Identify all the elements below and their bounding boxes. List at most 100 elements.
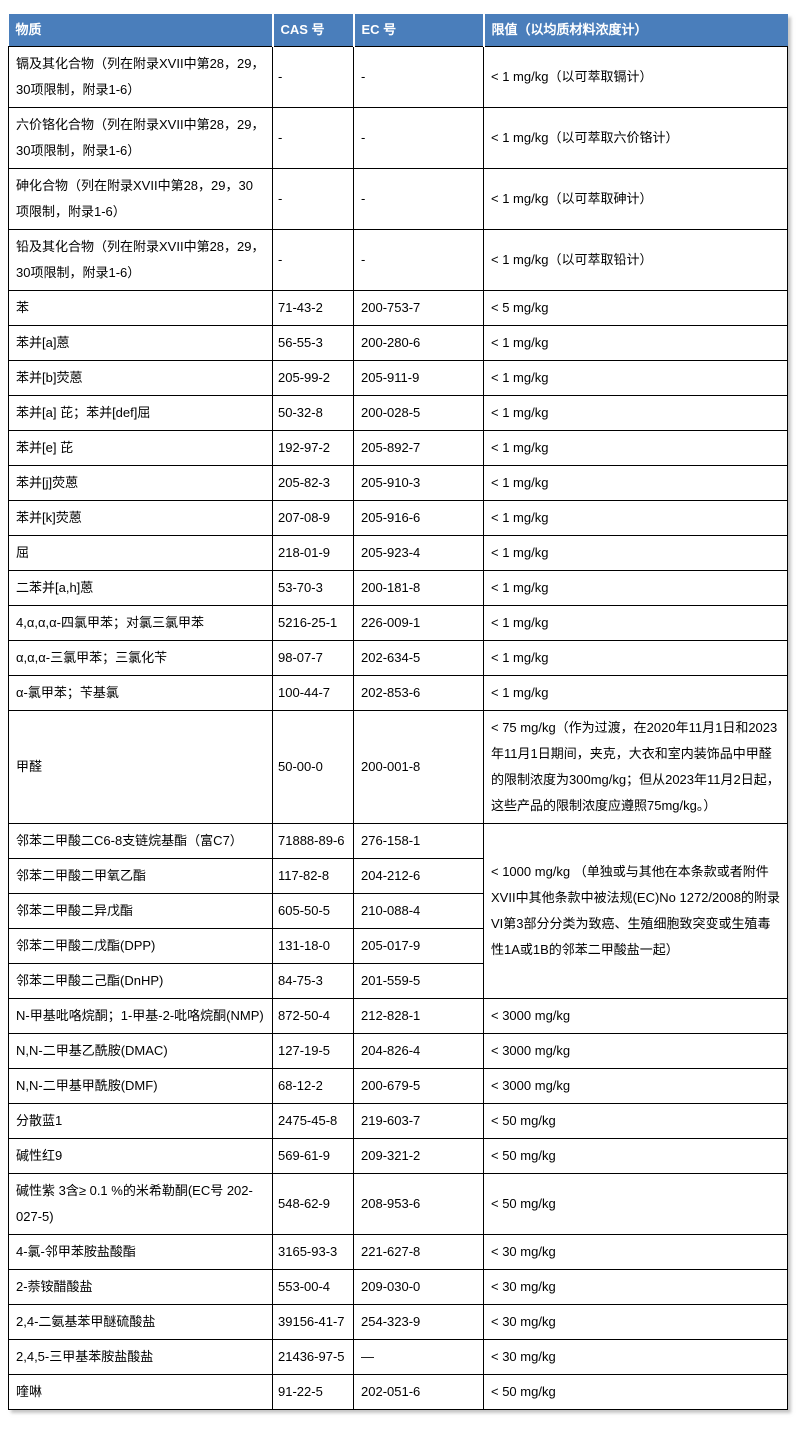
ec-cell: 210-088-4	[353, 893, 484, 929]
cas-cell: 84-75-3	[272, 963, 354, 999]
substance-cell: 苯并[j]荧蒽	[8, 465, 273, 501]
cas-cell: -	[272, 107, 354, 169]
substance-cell: 苯	[8, 290, 273, 326]
column-header-cas: CAS 号	[271, 14, 354, 47]
substance-cell: 二苯并[a,h]蒽	[8, 570, 273, 606]
substance-cell: 镉及其化合物（列在附录XVII中第28，29，30项限制，附录1-6）	[8, 46, 273, 108]
limit-cell: < 50 mg/kg	[483, 1374, 788, 1410]
cas-cell: -	[272, 46, 354, 108]
ec-cell: 205-916-6	[353, 500, 484, 536]
limit-cell: < 30 mg/kg	[483, 1269, 788, 1305]
substances-table: 物质 CAS 号 EC 号 限值（以均质材料浓度计） 镉及其化合物（列在附录XV…	[8, 14, 788, 1410]
table-row: 苯 71-43-2 200-753-7 < 5 mg/kg	[8, 290, 788, 326]
table-row: 苯并[k]荧蒽 207-08-9 205-916-6 < 1 mg/kg	[8, 500, 788, 536]
ec-cell: 202-051-6	[353, 1374, 484, 1410]
limit-cell: < 1 mg/kg	[483, 430, 788, 466]
ec-cell: 205-892-7	[353, 430, 484, 466]
cas-cell: -	[272, 168, 354, 230]
table-row: 分散蓝1 2475-45-8 219-603-7 < 50 mg/kg	[8, 1103, 788, 1139]
ec-cell: 254-323-9	[353, 1304, 484, 1340]
table-row: 邻苯二甲酸二戊酯(DPP) 131-18-0 205-017-9	[8, 928, 788, 964]
table-row: 六价铬化合物（列在附录XVII中第28，29，30项限制，附录1-6） - - < 1…	[8, 107, 788, 169]
table-row: 甲醛 50-00-0 200-001-8 < 75 mg/kg（作为过渡，在2020年…	[8, 710, 788, 824]
table-row: 邻苯二甲酸二己酯(DnHP) 84-75-3 201-559-5	[8, 963, 788, 999]
limit-cell: < 1 mg/kg	[483, 535, 788, 571]
substance-table-body: 镉及其化合物（列在附录XVII中第28，29，30项限制，附录1-6） - - < 1…	[8, 46, 788, 1410]
substance-cell: 甲醛	[8, 710, 273, 824]
cas-cell: 39156-41-7	[272, 1304, 354, 1340]
limit-cell: < 1 mg/kg	[483, 605, 788, 641]
cas-cell: 100-44-7	[272, 675, 354, 711]
table-row: 喹啉 91-22-5 202-051-6 < 50 mg/kg	[8, 1374, 788, 1410]
column-header-ec: EC 号	[352, 14, 484, 47]
ec-cell: 209-321-2	[353, 1138, 484, 1174]
cas-cell: 68-12-2	[272, 1068, 354, 1104]
cas-cell: 205-99-2	[272, 360, 354, 396]
limit-cell: < 30 mg/kg	[483, 1339, 788, 1375]
cas-cell: 50-32-8	[272, 395, 354, 431]
ec-cell: -	[353, 46, 484, 108]
ec-cell: 200-028-5	[353, 395, 484, 431]
ec-cell: 200-753-7	[353, 290, 484, 326]
limit-cell: < 30 mg/kg	[483, 1234, 788, 1270]
table-row: 2,4-二氨基苯甲醚硫酸盐 39156-41-7 254-323-9 < 30 mg/…	[8, 1304, 788, 1340]
ec-cell: 200-181-8	[353, 570, 484, 606]
cas-cell: 127-19-5	[272, 1033, 354, 1069]
limit-cell: < 50 mg/kg	[483, 1103, 788, 1139]
limit-cell: < 1 mg/kg	[483, 570, 788, 606]
cas-cell: 56-55-3	[272, 325, 354, 361]
limit-cell: < 3000 mg/kg	[483, 1033, 788, 1069]
ec-cell: -	[353, 168, 484, 230]
table-row: N-甲基吡咯烷酮；1-甲基-2-吡咯烷酮(NMP) 872-50-4 212-828…	[8, 998, 788, 1034]
ec-cell: 200-280-6	[353, 325, 484, 361]
substance-cell: 碱性紫 3含≥ 0.1 %的米希勒酮(EC号 202-027-5)	[8, 1173, 273, 1235]
substance-cell: 苯并[a] 芘；苯并[def]屈	[8, 395, 273, 431]
limit-cell: < 1000 mg/kg （单独或与其他在本条款或者附件XVII中其他条款中被法…	[483, 823, 788, 999]
cas-cell: 605-50-5	[272, 893, 354, 929]
cas-cell: 2475-45-8	[272, 1103, 354, 1139]
table-row: 苯并[e] 芘 192-97-2 205-892-7 < 1 mg/kg	[8, 430, 788, 466]
substance-cell: 邻苯二甲酸二C6-8支链烷基酯（富C7）	[8, 823, 273, 859]
limit-cell: < 30 mg/kg	[483, 1304, 788, 1340]
ec-cell: -	[353, 107, 484, 169]
cas-cell: 218-01-9	[272, 535, 354, 571]
cas-cell: 21436-97-5	[272, 1339, 354, 1375]
limit-cell: < 1 mg/kg	[483, 465, 788, 501]
table-row: 4,α,α,α-四氯甲苯；对氯三氯甲苯 5216-25-1 226-009-1 < 1…	[8, 605, 788, 641]
cas-cell: 50-00-0	[272, 710, 354, 824]
column-header-limit: 限值（以均质材料浓度计）	[482, 14, 788, 47]
substance-cell: 4-氯-邻甲苯胺盐酸酯	[8, 1234, 273, 1270]
table-header: 物质 CAS 号 EC 号 限值（以均质材料浓度计）	[8, 14, 788, 47]
limit-cell: < 1 mg/kg（以可萃取六价铬计）	[483, 107, 788, 169]
substance-cell: 屈	[8, 535, 273, 571]
ec-cell: 201-559-5	[353, 963, 484, 999]
cas-cell: 205-82-3	[272, 465, 354, 501]
ec-cell: 200-679-5	[353, 1068, 484, 1104]
cas-cell: 207-08-9	[272, 500, 354, 536]
ec-cell: 212-828-1	[353, 998, 484, 1034]
substance-cell: 4,α,α,α-四氯甲苯；对氯三氯甲苯	[8, 605, 273, 641]
substance-cell: 苯并[b]荧蒽	[8, 360, 273, 396]
limit-cell: < 1 mg/kg（以可萃取铅计）	[483, 229, 788, 291]
ec-cell: -	[353, 229, 484, 291]
cas-cell: 553-00-4	[272, 1269, 354, 1305]
limit-cell: < 1 mg/kg	[483, 395, 788, 431]
cas-cell: 98-07-7	[272, 640, 354, 676]
substance-cell: 2,4,5-三甲基苯胺盐酸盐	[8, 1339, 273, 1375]
cas-cell: 548-62-9	[272, 1173, 354, 1235]
ec-cell: 202-634-5	[353, 640, 484, 676]
limit-cell: < 1 mg/kg	[483, 325, 788, 361]
table-row: 2-萘铵醋酸盐 553-00-4 209-030-0 < 30 mg/kg	[8, 1269, 788, 1305]
limit-cell: < 1 mg/kg	[483, 675, 788, 711]
substance-cell: N,N-二甲基乙酰胺(DMAC)	[8, 1033, 273, 1069]
table-row: 铅及其化合物（列在附录XVII中第28，29，30项限制，附录1-6） - - < 1…	[8, 229, 788, 291]
table-row: 屈 218-01-9 205-923-4 < 1 mg/kg	[8, 535, 788, 571]
ec-cell: 208-953-6	[353, 1173, 484, 1235]
ec-cell: 204-212-6	[353, 858, 484, 894]
header-row: 物质 CAS 号 EC 号 限值（以均质材料浓度计）	[8, 14, 788, 47]
ec-cell: 205-910-3	[353, 465, 484, 501]
cas-cell: 5216-25-1	[272, 605, 354, 641]
substance-cell: 邻苯二甲酸二己酯(DnHP)	[8, 963, 273, 999]
substance-cell: 邻苯二甲酸二甲氧乙酯	[8, 858, 273, 894]
